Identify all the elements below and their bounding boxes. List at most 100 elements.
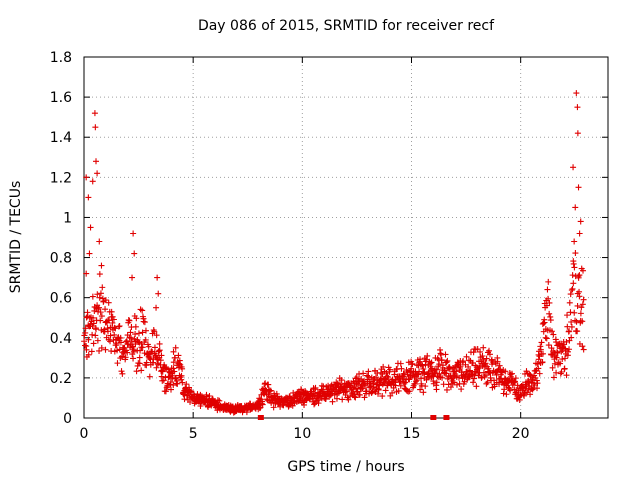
data-point bbox=[384, 382, 391, 389]
data-point bbox=[436, 361, 443, 368]
data-point bbox=[329, 398, 336, 405]
data-point bbox=[580, 267, 587, 274]
data-point bbox=[561, 365, 568, 372]
data-point bbox=[566, 299, 573, 306]
data-point bbox=[510, 379, 517, 386]
data-point bbox=[552, 353, 559, 360]
data-point bbox=[322, 395, 329, 402]
data-point bbox=[103, 318, 110, 325]
data-point bbox=[572, 250, 579, 257]
x-tick-label: 0 bbox=[80, 426, 89, 442]
data-point bbox=[280, 401, 287, 408]
data-point bbox=[107, 338, 114, 345]
data-point bbox=[119, 353, 126, 360]
data-point bbox=[417, 386, 424, 393]
data-point bbox=[179, 379, 186, 386]
data-point bbox=[152, 352, 159, 359]
data-point bbox=[432, 370, 439, 377]
data-point bbox=[216, 397, 223, 404]
outlier-point bbox=[89, 178, 96, 185]
data-point bbox=[411, 374, 418, 381]
data-point bbox=[90, 320, 97, 327]
data-point bbox=[118, 368, 125, 375]
data-point bbox=[554, 349, 561, 356]
data-point bbox=[420, 365, 427, 372]
data-point bbox=[505, 384, 512, 391]
data-point bbox=[406, 376, 413, 383]
data-point bbox=[156, 347, 163, 354]
outlier-point bbox=[574, 104, 581, 111]
data-point bbox=[89, 293, 96, 300]
data-point bbox=[525, 378, 532, 385]
data-point bbox=[572, 317, 579, 324]
data-point bbox=[566, 328, 573, 335]
data-point bbox=[174, 380, 181, 387]
data-point bbox=[380, 363, 387, 370]
data-point bbox=[90, 340, 97, 347]
data-point bbox=[151, 328, 158, 335]
data-point bbox=[548, 328, 555, 335]
data-point bbox=[546, 299, 553, 306]
data-point bbox=[569, 285, 576, 292]
data-point bbox=[433, 379, 440, 386]
data-point bbox=[102, 346, 109, 353]
data-point bbox=[125, 341, 132, 348]
data-point bbox=[133, 368, 140, 375]
data-point bbox=[266, 388, 273, 395]
data-point bbox=[125, 317, 132, 324]
data-point bbox=[571, 264, 578, 271]
data-point bbox=[542, 334, 549, 341]
data-point bbox=[532, 368, 539, 375]
outlier-point bbox=[96, 238, 103, 245]
data-point bbox=[568, 287, 575, 294]
chart-title: Day 086 of 2015, SRMTID for receiver rec… bbox=[198, 18, 495, 34]
data-point bbox=[111, 331, 118, 338]
data-point bbox=[81, 338, 88, 345]
data-point bbox=[562, 355, 569, 362]
data-point bbox=[401, 380, 408, 387]
data-point bbox=[127, 329, 134, 336]
data-point bbox=[132, 323, 139, 330]
outlier-point bbox=[572, 204, 579, 211]
data-point bbox=[97, 290, 104, 297]
data-point bbox=[575, 274, 582, 281]
outlier-point bbox=[130, 230, 137, 237]
data-point bbox=[558, 368, 565, 375]
data-point bbox=[339, 396, 346, 403]
data-point bbox=[547, 317, 554, 324]
data-point bbox=[453, 381, 460, 388]
data-point bbox=[536, 370, 543, 377]
data-point bbox=[286, 393, 293, 400]
data-point bbox=[139, 307, 146, 314]
data-point bbox=[503, 391, 510, 398]
data-point bbox=[457, 363, 464, 370]
data-point bbox=[397, 360, 404, 367]
data-point bbox=[370, 383, 377, 390]
data-point bbox=[545, 278, 552, 285]
data-point bbox=[135, 338, 142, 345]
data-point bbox=[130, 348, 137, 355]
data-point bbox=[539, 359, 546, 366]
data-point bbox=[85, 351, 92, 358]
data-point bbox=[89, 323, 96, 330]
data-point bbox=[416, 368, 423, 375]
data-point bbox=[471, 375, 478, 382]
data-point bbox=[486, 347, 493, 354]
data-point bbox=[141, 319, 148, 326]
data-point bbox=[458, 386, 465, 393]
data-point bbox=[550, 331, 557, 338]
data-point bbox=[132, 331, 139, 338]
data-point bbox=[543, 335, 550, 342]
data-point bbox=[124, 349, 131, 356]
outlier-point bbox=[129, 274, 136, 281]
data-point bbox=[496, 362, 503, 369]
data-point bbox=[423, 356, 430, 363]
data-point bbox=[392, 382, 399, 389]
x-tick-label: 5 bbox=[189, 426, 198, 442]
data-point bbox=[247, 400, 254, 407]
floor-marker bbox=[257, 415, 264, 420]
data-point bbox=[136, 360, 143, 367]
outlier-point bbox=[131, 250, 138, 257]
data-point bbox=[354, 388, 361, 395]
